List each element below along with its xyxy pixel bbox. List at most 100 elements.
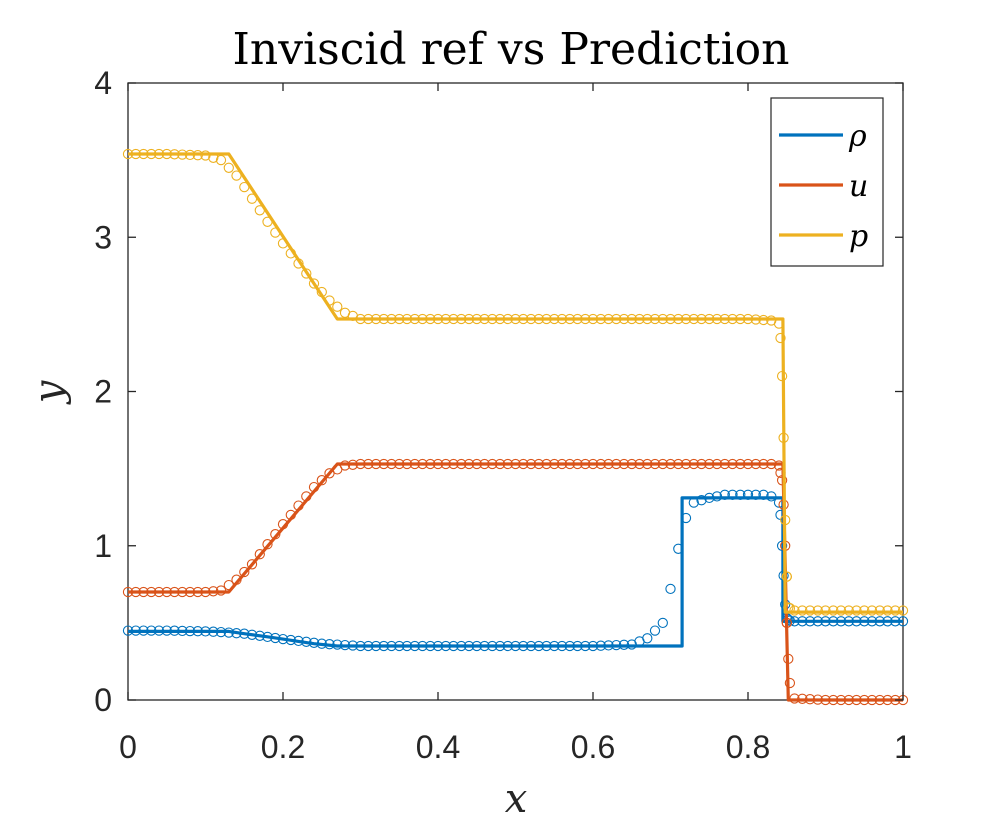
prediction-marker-rho: [618, 639, 630, 650]
prediction-marker-rho: [897, 616, 909, 627]
prediction-marker-u: [781, 617, 792, 629]
prediction-marker-p: [696, 313, 707, 325]
prediction-marker-rho: [859, 616, 870, 627]
prediction-marker-p: [401, 313, 413, 325]
series-p: [122, 148, 909, 616]
prediction-marker-rho: [138, 625, 149, 636]
prediction-marker-rho: [510, 640, 521, 652]
prediction-marker-p: [456, 313, 467, 325]
prediction-marker-p: [882, 605, 893, 616]
prediction-marker-rho: [541, 640, 552, 652]
prediction-marker-p: [727, 313, 738, 325]
prediction-marker-p: [859, 605, 870, 616]
prediction-marker-rho: [370, 640, 382, 652]
prediction-marker-u: [719, 458, 730, 470]
prediction-marker-u: [642, 458, 653, 470]
prediction-marker-rho: [223, 627, 234, 638]
prediction-marker-u: [626, 458, 637, 470]
prediction-marker-p: [874, 605, 885, 616]
prediction-marker-rho: [177, 625, 188, 637]
prediction-marker-u: [766, 458, 777, 470]
prediction-marker-rho: [735, 489, 746, 500]
prediction-marker-p: [417, 313, 428, 325]
prediction-marker-p: [704, 313, 715, 325]
prediction-marker-p: [812, 605, 823, 616]
prediction-marker-rho: [580, 640, 591, 652]
prediction-marker-u: [386, 458, 397, 470]
prediction-marker-u: [874, 694, 885, 706]
prediction-marker-rho: [277, 633, 289, 645]
prediction-marker-p: [270, 227, 281, 238]
prediction-marker-rho: [657, 617, 668, 629]
prediction-marker-p: [780, 514, 791, 526]
prediction-marker-u: [262, 539, 273, 550]
prediction-marker-u: [784, 677, 796, 689]
prediction-marker-rho: [750, 489, 761, 500]
prediction-marker-rho: [417, 640, 428, 652]
prediction-marker-u: [812, 694, 823, 705]
prediction-marker-p: [634, 313, 645, 325]
prediction-marker-p: [828, 605, 839, 616]
prediction-marker-p: [440, 313, 451, 325]
series-layer: [122, 148, 909, 706]
x-tick-label: 0.2: [261, 729, 305, 765]
prediction-marker-rho: [246, 629, 258, 640]
prediction-marker-p: [804, 605, 816, 616]
y-tick-label: 0: [94, 682, 112, 718]
prediction-marker-p: [409, 313, 420, 325]
prediction-marker-rho: [432, 640, 444, 652]
prediction-marker-p: [122, 148, 134, 160]
prediction-marker-u: [776, 475, 788, 486]
prediction-marker-rho: [463, 640, 475, 652]
prediction-marker-p: [851, 605, 862, 616]
x-tick-label: 0.6: [571, 729, 615, 765]
y-tick-label: 4: [94, 65, 112, 101]
prediction-marker-u: [843, 694, 854, 706]
prediction-marker-rho: [169, 625, 180, 636]
prediction-marker-p: [510, 313, 521, 325]
prediction-marker-rho: [851, 616, 862, 627]
prediction-marker-p: [776, 370, 788, 382]
prediction-marker-u: [153, 586, 165, 598]
prediction-marker-u: [603, 458, 614, 470]
prediction-marker-u: [130, 586, 141, 598]
prediction-marker-rho: [549, 640, 560, 652]
prediction-marker-u: [487, 458, 498, 470]
prediction-marker-u: [541, 458, 552, 470]
prediction-marker-rho: [146, 625, 157, 636]
prediction-marker-u: [347, 459, 358, 470]
prediction-marker-rho: [665, 583, 676, 595]
prediction-marker-p: [231, 170, 242, 181]
prediction-marker-u: [215, 585, 227, 596]
prediction-marker-rho: [688, 497, 699, 508]
prediction-marker-u: [440, 458, 451, 470]
prediction-marker-p: [386, 313, 397, 325]
prediction-marker-u: [835, 694, 847, 706]
prediction-marker-p: [595, 313, 606, 325]
prediction-marker-p: [332, 301, 343, 312]
prediction-marker-p: [897, 605, 909, 616]
prediction-marker-p: [153, 148, 165, 160]
prediction-marker-u: [394, 458, 405, 470]
prediction-marker-rho: [711, 491, 723, 502]
prediction-marker-u: [417, 458, 428, 470]
prediction-marker-u: [246, 559, 258, 570]
prediction-marker-u: [704, 458, 715, 470]
prediction-marker-p: [587, 313, 599, 325]
prediction-marker-u: [138, 586, 149, 598]
prediction-marker-p: [890, 605, 901, 616]
prediction-marker-p: [866, 605, 878, 616]
prediction-marker-p: [773, 318, 785, 329]
prediction-marker-p: [146, 148, 157, 160]
prediction-marker-u: [572, 458, 583, 470]
prediction-marker-p: [758, 314, 769, 326]
x-tick-label: 0.4: [416, 729, 460, 765]
prediction-marker-rho: [471, 640, 482, 652]
prediction-marker-rho: [270, 632, 281, 644]
legend-label-rho: ρ: [848, 119, 867, 154]
prediction-marker-u: [463, 458, 475, 470]
prediction-marker-rho: [518, 640, 529, 652]
prediction-marker-rho: [301, 636, 312, 647]
prediction-marker-rho: [386, 640, 397, 652]
prediction-marker-u: [750, 458, 761, 470]
